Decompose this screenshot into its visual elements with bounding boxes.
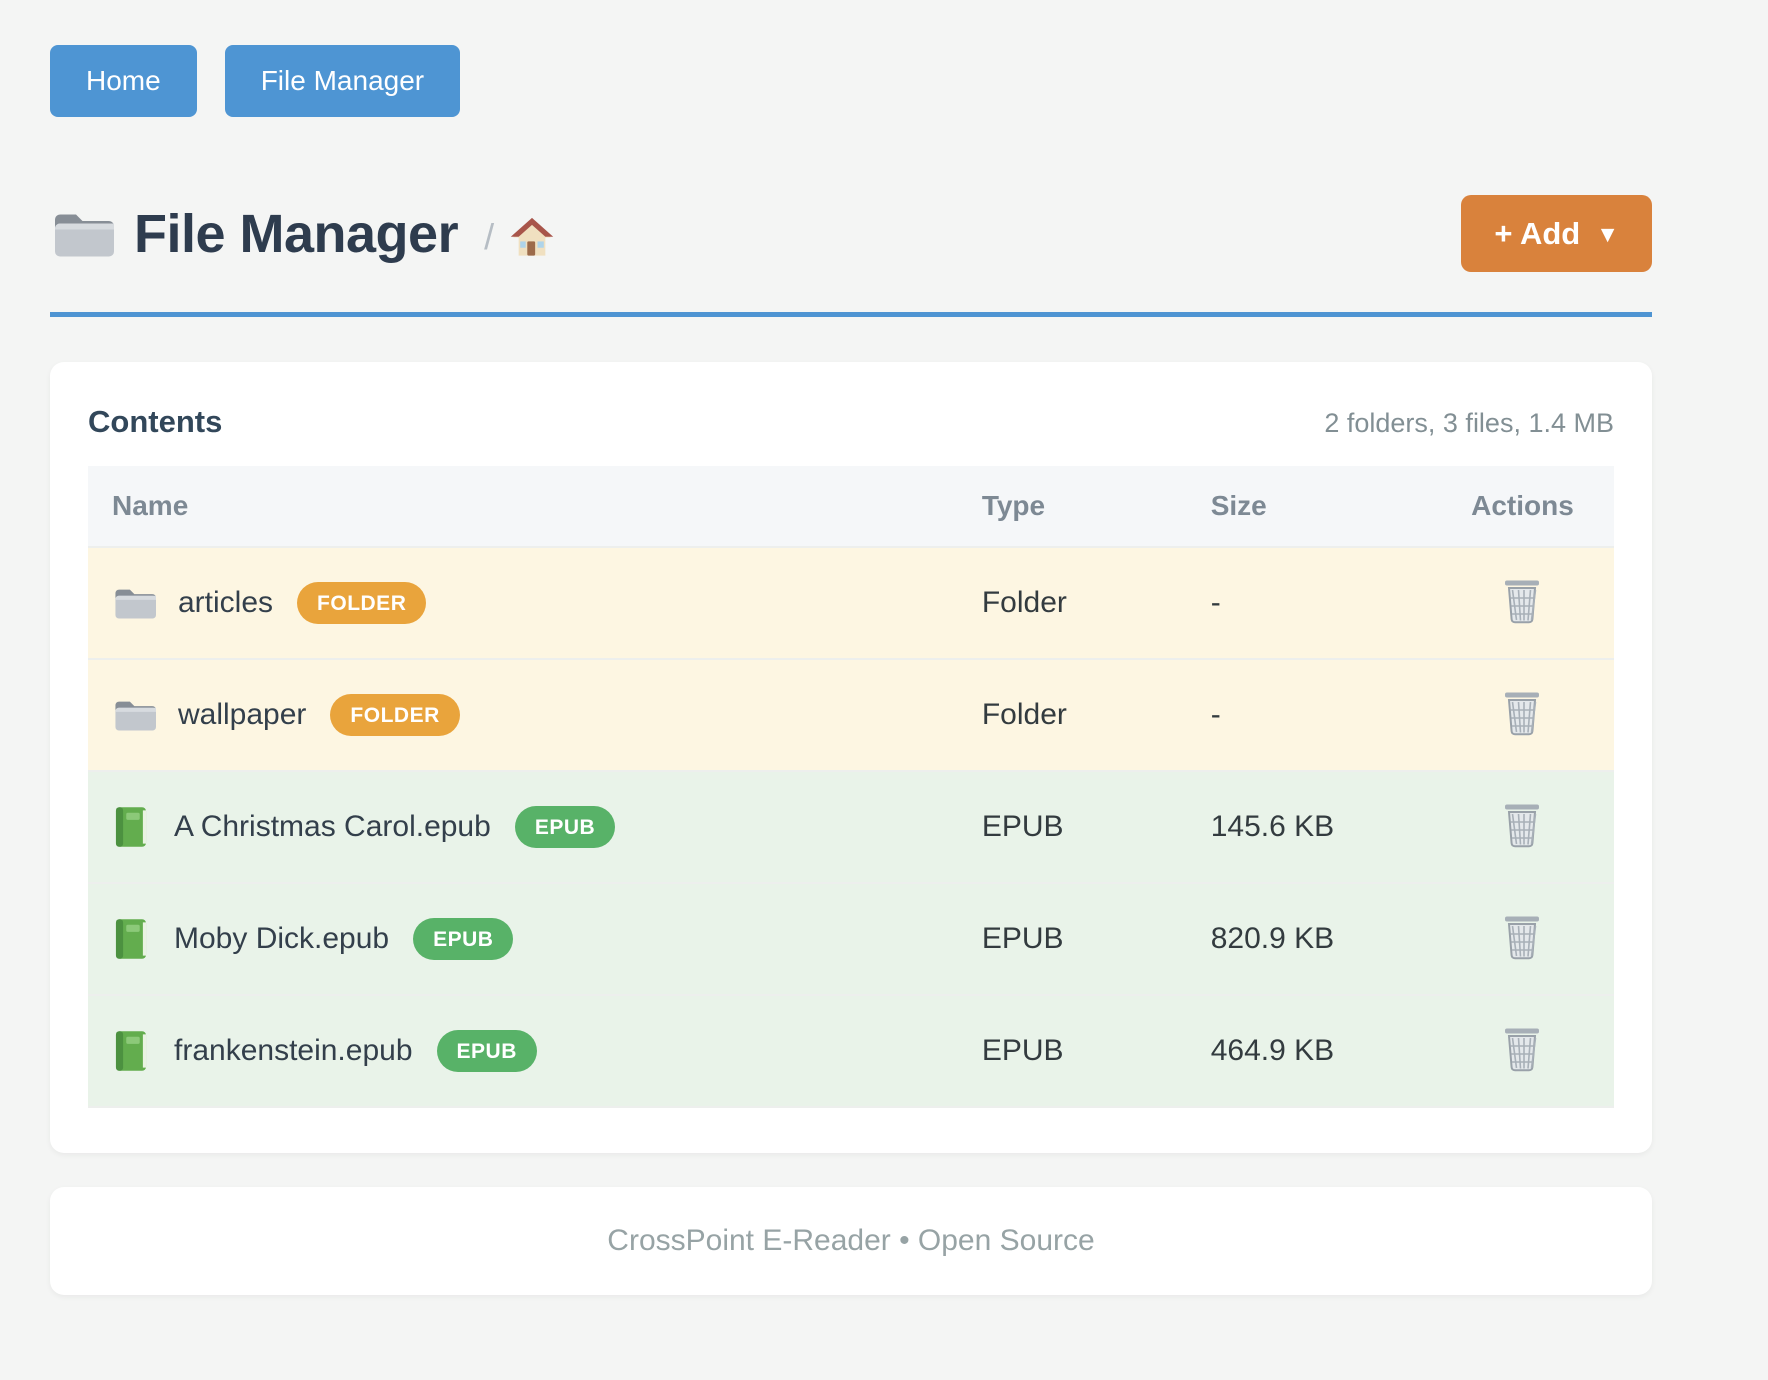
page: Home File Manager File Manager / + Add ▼… [50, 45, 1652, 1295]
page-title: File Manager [134, 203, 459, 264]
header-divider [50, 312, 1652, 317]
size-cell: 820.9 KB [1210, 922, 1335, 955]
table-row: articles FOLDER Folder - [88, 547, 1614, 659]
delete-button[interactable] [1496, 1022, 1548, 1076]
file-name[interactable]: wallpaper [178, 698, 307, 731]
table-row: frankenstein.epub EPUB EPUB 464.9 KB [88, 995, 1614, 1107]
breadcrumb-separator: / [484, 215, 495, 257]
book-icon [112, 1028, 150, 1074]
home-icon[interactable] [510, 216, 554, 259]
column-header-type: Type [957, 466, 1187, 547]
footer-card: CrossPoint E-Reader • Open Source [50, 1187, 1652, 1295]
name-wrap: Moby Dick.epub EPUB [112, 916, 934, 962]
contents-card: Contents 2 folders, 3 files, 1.4 MB Name… [50, 362, 1652, 1153]
size-cell: - [1210, 698, 1221, 731]
title-wrap: File Manager / [50, 203, 554, 265]
delete-button[interactable] [1496, 574, 1548, 628]
folder-icon [50, 207, 114, 261]
nav-button-file-manager[interactable]: File Manager [224, 45, 461, 117]
name-wrap: frankenstein.epub EPUB [112, 1028, 934, 1074]
folder-badge: FOLDER [330, 694, 460, 736]
delete-button[interactable] [1496, 910, 1548, 964]
file-name[interactable]: A Christmas Carol.epub [174, 810, 491, 843]
file-name[interactable]: frankenstein.epub [174, 1034, 413, 1067]
delete-button[interactable] [1496, 686, 1548, 740]
name-wrap: A Christmas Carol.epub EPUB [112, 804, 934, 850]
table-row: Moby Dick.epub EPUB EPUB 820.9 KB [88, 883, 1614, 995]
trash-icon [1502, 914, 1542, 960]
folder-icon [112, 696, 156, 734]
caret-down-icon: ▼ [1596, 221, 1619, 247]
epub-badge: EPUB [436, 1030, 537, 1072]
nav-button-home[interactable]: Home [50, 45, 197, 117]
add-button[interactable]: + Add ▼ [1461, 195, 1652, 272]
size-cell: 464.9 KB [1210, 1034, 1335, 1067]
trash-icon [1502, 690, 1542, 736]
delete-button[interactable] [1496, 798, 1548, 852]
size-cell: - [1210, 586, 1221, 619]
file-name[interactable]: articles [178, 586, 274, 619]
book-icon [112, 804, 150, 850]
type-cell: Folder [981, 586, 1067, 619]
type-cell: EPUB [981, 922, 1064, 955]
page-header: File Manager / + Add ▼ [50, 195, 1652, 272]
type-cell: Folder [981, 698, 1067, 731]
table-header-row: Name Type Size Actions [88, 466, 1614, 547]
contents-header: Contents 2 folders, 3 files, 1.4 MB [88, 404, 1614, 440]
add-button-label: + Add [1494, 216, 1581, 251]
type-cell: EPUB [981, 810, 1064, 843]
name-wrap: articles FOLDER [112, 582, 934, 624]
contents-title: Contents [88, 404, 223, 439]
column-header-size: Size [1186, 466, 1431, 547]
footer-text: CrossPoint E-Reader • Open Source [607, 1224, 1095, 1257]
contents-summary: 2 folders, 3 files, 1.4 MB [1324, 408, 1614, 438]
file-name[interactable]: Moby Dick.epub [174, 922, 390, 955]
file-table: Name Type Size Actions articles FOLDER [88, 466, 1614, 1108]
trash-icon [1502, 1026, 1542, 1072]
top-nav: Home File Manager [50, 45, 1652, 117]
trash-icon [1502, 802, 1542, 848]
folder-badge: FOLDER [297, 582, 427, 624]
type-cell: EPUB [981, 1034, 1064, 1067]
trash-icon [1502, 578, 1542, 624]
book-icon [112, 916, 150, 962]
table-row: wallpaper FOLDER Folder - [88, 659, 1614, 771]
folder-icon [112, 584, 156, 622]
epub-badge: EPUB [514, 806, 616, 848]
size-cell: 145.6 KB [1210, 810, 1335, 843]
column-header-actions: Actions [1430, 466, 1614, 547]
epub-badge: EPUB [413, 918, 514, 960]
name-wrap: wallpaper FOLDER [112, 694, 934, 736]
column-header-name: Name [88, 466, 958, 547]
table-row: A Christmas Carol.epub EPUB EPUB 145.6 K… [88, 771, 1614, 883]
